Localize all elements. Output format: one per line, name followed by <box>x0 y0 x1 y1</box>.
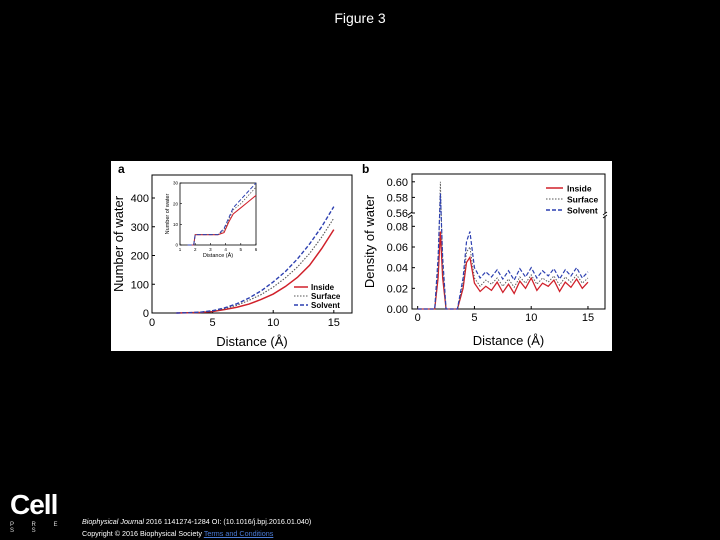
panel-b-xlabel: Distance (Å) <box>473 333 545 348</box>
panel-b-ytick-label: 0.00 <box>387 304 408 316</box>
panel-b-ytick-label: 0.08 <box>387 221 408 233</box>
panel-b-break-left-gap <box>408 213 414 216</box>
panel-b-ytick-label: 0.60 <box>387 177 408 189</box>
panel-b-legend-label: Surface <box>567 195 598 205</box>
inset-ytick-label: 10 <box>173 222 179 227</box>
panel-b-frame <box>411 173 606 310</box>
terms-link[interactable]: Terms and Conditions <box>203 529 274 538</box>
caption-journal: Biophysical Journal <box>82 517 144 526</box>
panel-b-line-solvent <box>417 193 589 310</box>
inset-ytick-label: 0 <box>175 243 178 248</box>
panel-b-xtick-label: 10 <box>525 312 537 324</box>
panel-a-xtick-label: 10 <box>267 317 279 329</box>
figure-title: Figure 3 <box>334 10 386 26</box>
panel-a-xtick-label: 15 <box>328 317 340 329</box>
panel-a-xtick-label: 5 <box>210 317 216 329</box>
inset-ytick-label: 30 <box>173 181 179 186</box>
figure-panel: a 0 5 10 15 0 100 200 300 400 Distance (Å) Number o… <box>111 161 612 351</box>
panel-b-break-right-gap <box>603 213 609 216</box>
panel-a-ytick-label: 100 <box>131 279 149 291</box>
panel-b-line-surface <box>417 181 589 310</box>
panel-a-ytick-label: 200 <box>131 251 149 263</box>
caption-citation: 2016 1141274-1284 OI: (10.1016/j.bpj.201… <box>143 517 312 526</box>
panel-b-ytick-label: 0.06 <box>387 242 408 254</box>
logo-cell-text: Cell <box>10 489 58 520</box>
inset-xlabel: Distance (Å) <box>203 252 233 259</box>
panel-b-label: b <box>362 162 369 176</box>
panel-b-xtick-label: 0 <box>415 312 421 324</box>
panel-b-legend-label: Inside <box>567 184 592 194</box>
panel-b-break-left-mark <box>407 211 413 219</box>
inset-line-surface <box>187 186 257 246</box>
panel-a-line-surface <box>176 217 335 314</box>
panel-b-ytick-label: 0.58 <box>387 192 408 204</box>
inset-ytick-label: 20 <box>173 201 179 206</box>
inset-xtick-label: 6 <box>255 247 258 252</box>
inset-xtick-label: 3 <box>209 247 212 252</box>
panel-a-xlabel: Distance (Å) <box>216 334 288 349</box>
inset-xtick-label: 1 <box>179 247 182 252</box>
panel-b-line-inside <box>417 231 589 310</box>
caption-copyright: Copyright © 2016 Biophysical Society <box>82 529 204 538</box>
panel-a-xtick-label: 0 <box>149 317 155 329</box>
panel-a-label: a <box>118 162 125 176</box>
inset-xtick-label: 5 <box>240 247 243 252</box>
panel-a-legend-label: Solvent <box>311 301 340 310</box>
inset-line-solvent <box>187 182 257 246</box>
panel-a-ylabel: Number of water <box>111 195 126 292</box>
panel-b-legend-label: Solvent <box>567 206 598 216</box>
inset-ylabel: Number of water <box>165 194 171 235</box>
cell-press-logo: Cell P R E S S <box>10 489 70 535</box>
figure-caption: Biophysical Journal 2016 1141274-1284 OI… <box>82 516 311 540</box>
caption-line-2: Copyright © 2016 Biophysical Society Ter… <box>82 528 311 540</box>
panel-a-line-solvent <box>176 206 335 314</box>
panel-a-ytick-label: 300 <box>131 222 149 234</box>
panel-b-xtick-label: 5 <box>471 312 477 324</box>
inset-frame <box>179 182 257 246</box>
panel-b-ytick-label: 0.56 <box>387 208 408 220</box>
panel-a-legend-label: Inside <box>311 283 335 292</box>
panel-b-ytick-label: 0.02 <box>387 283 408 295</box>
panel-b-xtick-label: 15 <box>582 312 594 324</box>
panel-a-ytick-label: 400 <box>131 193 149 205</box>
panel-a-frame <box>151 174 353 314</box>
inset-xtick-label: 2 <box>194 247 197 252</box>
panel-a-legend-label: Surface <box>311 292 341 301</box>
panel-b-break-right-mark <box>602 211 608 219</box>
panel-b-ylabel: Density of water <box>362 194 377 288</box>
panel-b-ytick-label: 0.04 <box>387 263 408 275</box>
inset-xtick-label: 4 <box>224 247 227 252</box>
caption-line-1: Biophysical Journal 2016 1141274-1284 OI… <box>82 516 311 528</box>
logo-press-text: P R E S S <box>10 522 66 534</box>
panel-a-ytick-label: 0 <box>143 308 149 320</box>
